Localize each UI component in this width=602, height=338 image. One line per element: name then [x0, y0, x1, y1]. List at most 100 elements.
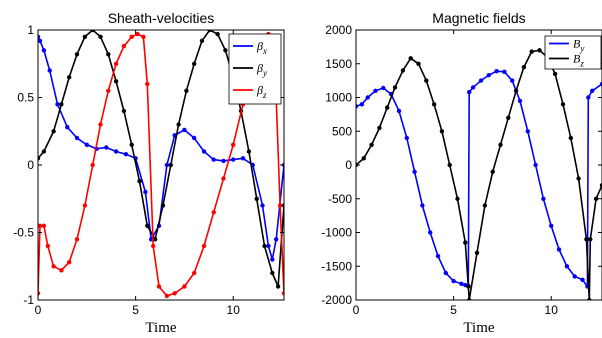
data-point	[580, 277, 585, 282]
data-point	[221, 158, 226, 164]
data-point	[572, 274, 577, 279]
data-point	[82, 34, 88, 39]
data-point	[135, 31, 140, 37]
data-point	[262, 243, 267, 249]
y-tick-label: -1	[23, 293, 34, 307]
x-tick-label: 0	[35, 303, 42, 317]
legend-subscript: z	[579, 59, 584, 69]
data-point	[590, 88, 595, 94]
data-point	[521, 64, 527, 70]
legend-label: βy	[256, 61, 267, 78]
data-point	[90, 30, 95, 33]
data-point	[510, 78, 515, 83]
data-point	[584, 237, 589, 242]
data-point	[51, 264, 56, 269]
y-tick-label: 0.5	[17, 91, 34, 105]
data-point	[439, 129, 445, 134]
data-point	[416, 61, 421, 66]
data-point	[478, 78, 484, 83]
data-point	[525, 129, 530, 134]
data-point	[576, 176, 581, 181]
data-point	[106, 88, 111, 94]
data-point	[466, 284, 471, 289]
y-tick-label: 1	[27, 23, 34, 37]
data-point	[164, 162, 170, 168]
data-point	[459, 281, 464, 286]
x-tick-label: 5	[450, 303, 457, 317]
data-point	[396, 108, 402, 114]
data-point	[568, 135, 573, 141]
chart-title: Sheath-velocities	[108, 10, 215, 26]
legend-subscript: y	[579, 44, 584, 54]
data-point	[254, 196, 259, 201]
data-point	[599, 81, 602, 87]
data-point	[274, 237, 279, 242]
data-point	[41, 48, 47, 53]
data-point	[74, 237, 80, 242]
axes-box	[355, 29, 602, 301]
data-point	[223, 48, 228, 53]
data-point	[38, 38, 43, 43]
data-point	[168, 162, 173, 168]
data-point	[359, 102, 365, 107]
data-point	[498, 142, 503, 147]
data-point	[490, 169, 495, 174]
data-point	[587, 297, 592, 300]
data-point	[404, 135, 409, 141]
data-point	[361, 156, 366, 161]
x-tick-label: 0	[353, 303, 360, 317]
data-point	[564, 264, 570, 269]
data-point	[270, 270, 275, 276]
data-point	[65, 125, 70, 130]
data-point	[90, 162, 95, 168]
data-point	[240, 156, 246, 161]
y-tick-label: -1000	[321, 226, 352, 240]
data-point	[373, 88, 378, 94]
data-point	[420, 203, 425, 208]
data-point	[106, 52, 111, 57]
data-point	[201, 149, 207, 154]
data-point	[588, 237, 593, 242]
data-point	[277, 203, 283, 208]
data-point	[470, 85, 476, 90]
legend-subscript: y	[262, 68, 267, 78]
data-point	[560, 102, 566, 107]
data-point	[270, 257, 275, 262]
y-tick-label: 1000	[325, 91, 352, 105]
data-point	[141, 34, 146, 39]
legend-symbol: β	[256, 61, 263, 75]
y-tick-label: -500	[328, 192, 352, 206]
data-point	[47, 68, 52, 73]
data-point	[145, 223, 150, 228]
data-point	[172, 291, 177, 296]
data-point	[123, 152, 129, 157]
y-tick-label: 2000	[325, 23, 352, 37]
legend-label: By	[573, 37, 584, 54]
y-tick-label: -2000	[321, 293, 352, 307]
data-point	[192, 61, 197, 66]
data-point	[447, 162, 452, 168]
data-point	[486, 73, 491, 78]
data-point	[129, 142, 134, 147]
chart-title: Magnetic fields	[432, 10, 525, 26]
data-point	[104, 145, 109, 150]
legend-symbol: B	[573, 37, 581, 51]
data-point	[41, 223, 47, 228]
data-point	[98, 122, 103, 127]
legend-subscript: x	[262, 46, 267, 56]
data-point	[443, 270, 448, 276]
data-point	[151, 243, 156, 249]
y-tick-label: 0	[345, 158, 352, 172]
legend-symbol: B	[573, 52, 581, 66]
data-point	[552, 71, 558, 77]
data-point	[435, 253, 441, 259]
data-point	[275, 284, 281, 289]
data-point	[143, 189, 148, 195]
data-point	[121, 44, 127, 49]
data-point	[201, 243, 207, 249]
data-point	[549, 223, 554, 228]
data-point	[160, 203, 166, 208]
data-point	[246, 149, 252, 154]
